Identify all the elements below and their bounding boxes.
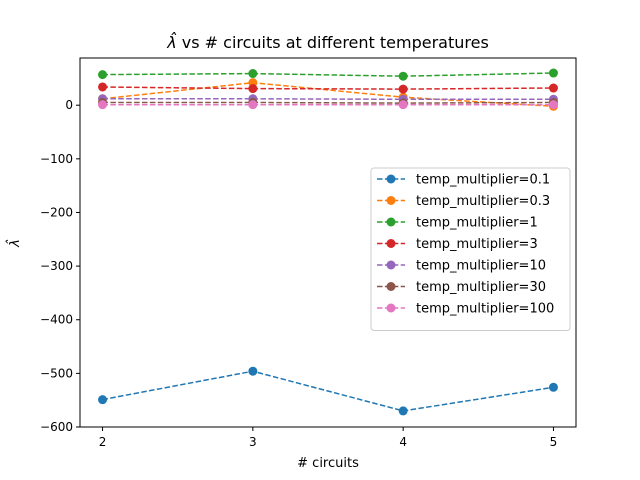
legend-marker — [386, 196, 396, 205]
data-point — [98, 395, 108, 405]
x-tick-label: 3 — [249, 435, 257, 449]
series-3 — [98, 68, 558, 81]
series-line — [102, 370, 554, 412]
chart-title-symbol: λ̂ — [166, 32, 177, 52]
data-point — [248, 84, 258, 94]
series-line — [102, 72, 554, 77]
data-point — [248, 69, 258, 79]
legend-label: temp_multiplier=100 — [416, 302, 554, 317]
chart-title-text: vs # circuits at different temperatures — [177, 33, 489, 52]
legend-entry-3: temp_multiplier=1 — [377, 216, 538, 231]
series-line — [102, 86, 554, 90]
data-point — [548, 68, 558, 78]
legend-label: temp_multiplier=1 — [416, 216, 538, 231]
x-tick-label: 2 — [99, 435, 107, 449]
x-tick-label: 5 — [550, 435, 558, 449]
y-tick-label: −400 — [40, 313, 73, 327]
data-point — [398, 406, 408, 416]
axes-frame — [79, 57, 577, 428]
y-tick-label: 0 — [65, 98, 73, 112]
y-tick-label: −500 — [40, 366, 73, 380]
legend-entry-6: temp_multiplier=30 — [377, 280, 546, 295]
legend-entry-4: temp_multiplier=3 — [377, 237, 538, 252]
legend-label: temp_multiplier=0.3 — [416, 194, 550, 209]
series-line — [102, 101, 554, 104]
legend-label: temp_multiplier=10 — [416, 259, 546, 274]
data-point — [398, 100, 408, 110]
chart-title: λ̂ vs # circuits at different temperatur… — [166, 32, 489, 52]
series-7 — [98, 100, 558, 110]
data-point — [98, 82, 108, 92]
y-tick-label: −300 — [40, 259, 73, 273]
legend-marker — [386, 239, 396, 248]
data-point — [548, 83, 558, 93]
data-series — [98, 68, 558, 416]
data-point — [398, 71, 408, 81]
legend-entry-5: temp_multiplier=10 — [377, 259, 546, 274]
x-axis-label: # circuits — [297, 456, 359, 471]
series-line — [102, 98, 554, 101]
data-point — [98, 100, 108, 110]
data-point — [248, 366, 258, 376]
axis-ticks: 2 3 4 5 −600 −500 −400 −300 −200 −100 0 — [40, 98, 557, 449]
x-tick-label: 4 — [399, 435, 407, 449]
legend-marker — [386, 282, 396, 291]
y-tick-label: −600 — [40, 420, 73, 434]
series-1 — [98, 366, 558, 416]
data-point — [248, 100, 258, 110]
series-line — [102, 81, 554, 108]
data-point — [548, 100, 558, 110]
legend-entry-2: temp_multiplier=0.3 — [377, 194, 550, 209]
data-point — [398, 84, 408, 94]
legend-entry-7: temp_multiplier=100 — [377, 302, 554, 317]
legend-marker — [386, 260, 396, 270]
legend-label: temp_multiplier=0.1 — [416, 173, 550, 188]
legend-marker — [386, 217, 396, 227]
legend-label: temp_multiplier=3 — [416, 237, 538, 252]
legend-marker — [386, 303, 396, 313]
legend-box — [370, 167, 571, 331]
legend-marker — [386, 174, 396, 184]
legend-entry-1: temp_multiplier=0.1 — [377, 173, 550, 188]
y-axis-label: λ̂ — [6, 239, 23, 248]
series-4 — [98, 82, 558, 94]
data-point — [548, 382, 558, 392]
data-point — [98, 70, 108, 80]
legend-label: temp_multiplier=30 — [416, 280, 546, 295]
legend: temp_multiplier=0.1 temp_multiplier=0.3te… — [370, 167, 571, 331]
y-tick-label: −200 — [40, 205, 73, 219]
y-tick-label: −100 — [40, 152, 73, 166]
